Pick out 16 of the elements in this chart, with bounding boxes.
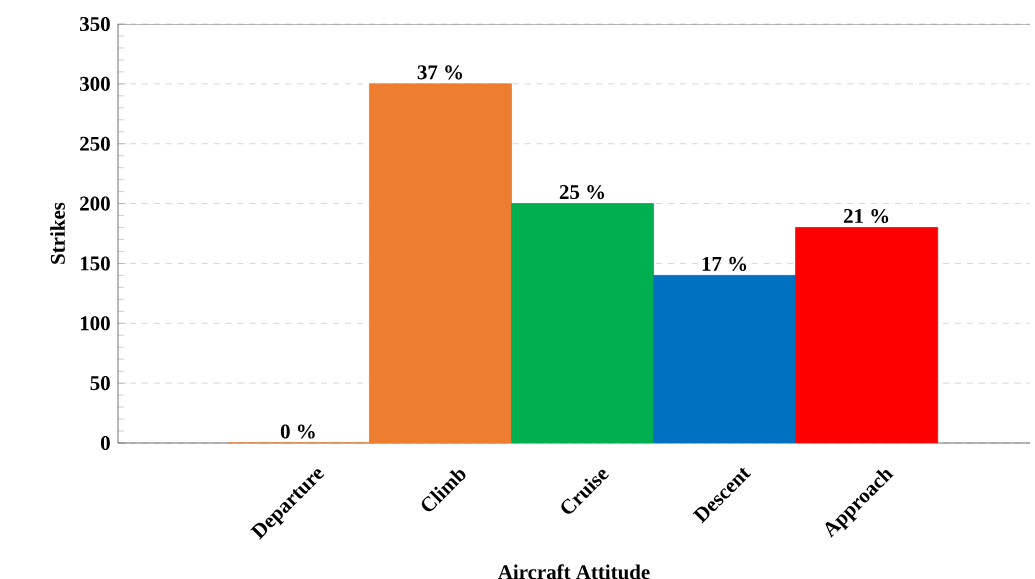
y-tick-label: 100 bbox=[80, 316, 110, 331]
y-tick-label: 250 bbox=[80, 136, 110, 151]
annotation: 25 % bbox=[559, 184, 605, 200]
bar bbox=[511, 203, 654, 443]
annotation: 0 % bbox=[280, 424, 315, 439]
annotation: 21 % bbox=[843, 208, 889, 224]
x-axis-title: Aircraft Attitude bbox=[498, 564, 650, 579]
y-tick-label: 300 bbox=[80, 76, 110, 91]
y-tick-label: 150 bbox=[80, 256, 110, 271]
annotation: 37 % bbox=[417, 65, 463, 80]
y-axis-title: Strikes bbox=[50, 202, 65, 264]
y-tick-label: 200 bbox=[80, 196, 110, 211]
y-tick-label: 350 bbox=[80, 16, 110, 32]
y-tick-label: 0 bbox=[100, 435, 110, 451]
annotation: 17 % bbox=[702, 256, 747, 272]
y-tick-label: 50 bbox=[90, 376, 110, 391]
